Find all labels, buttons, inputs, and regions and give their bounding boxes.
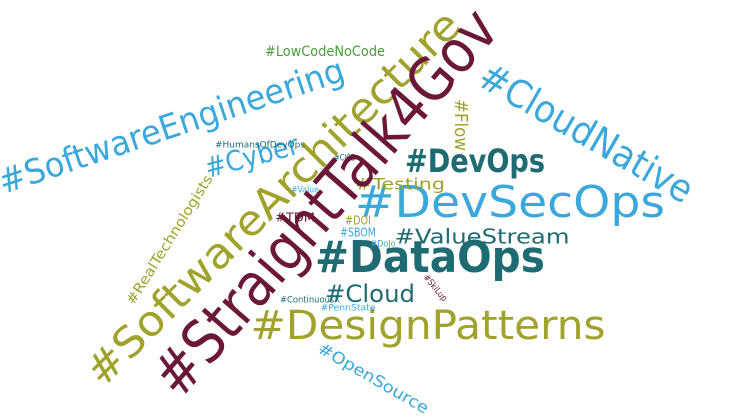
word: #Cloud: [325, 280, 415, 308]
word: #CICD: [334, 154, 356, 164]
word: #TDM: [275, 211, 315, 225]
word: #OpenSource: [315, 339, 433, 417]
word: #PennState: [321, 304, 376, 314]
word: #SBOM: [340, 226, 376, 240]
word: #DoJo: [371, 240, 396, 250]
word: #HumansOfDevOps: [215, 141, 305, 151]
word: #DesignPatterns: [251, 303, 606, 349]
word: #Flow: [450, 99, 471, 151]
word: #ContinuousX: [280, 296, 340, 306]
word: #DevSecOps: [355, 177, 665, 228]
word: #LowCodeNoCode: [265, 44, 385, 60]
word: #Testing: [355, 175, 445, 194]
word: #DevOps: [405, 142, 545, 180]
word: #Value: [291, 186, 319, 196]
word: #DataOps: [315, 232, 545, 283]
word: #ValueStream: [395, 225, 570, 249]
word: #DOI: [345, 214, 371, 228]
